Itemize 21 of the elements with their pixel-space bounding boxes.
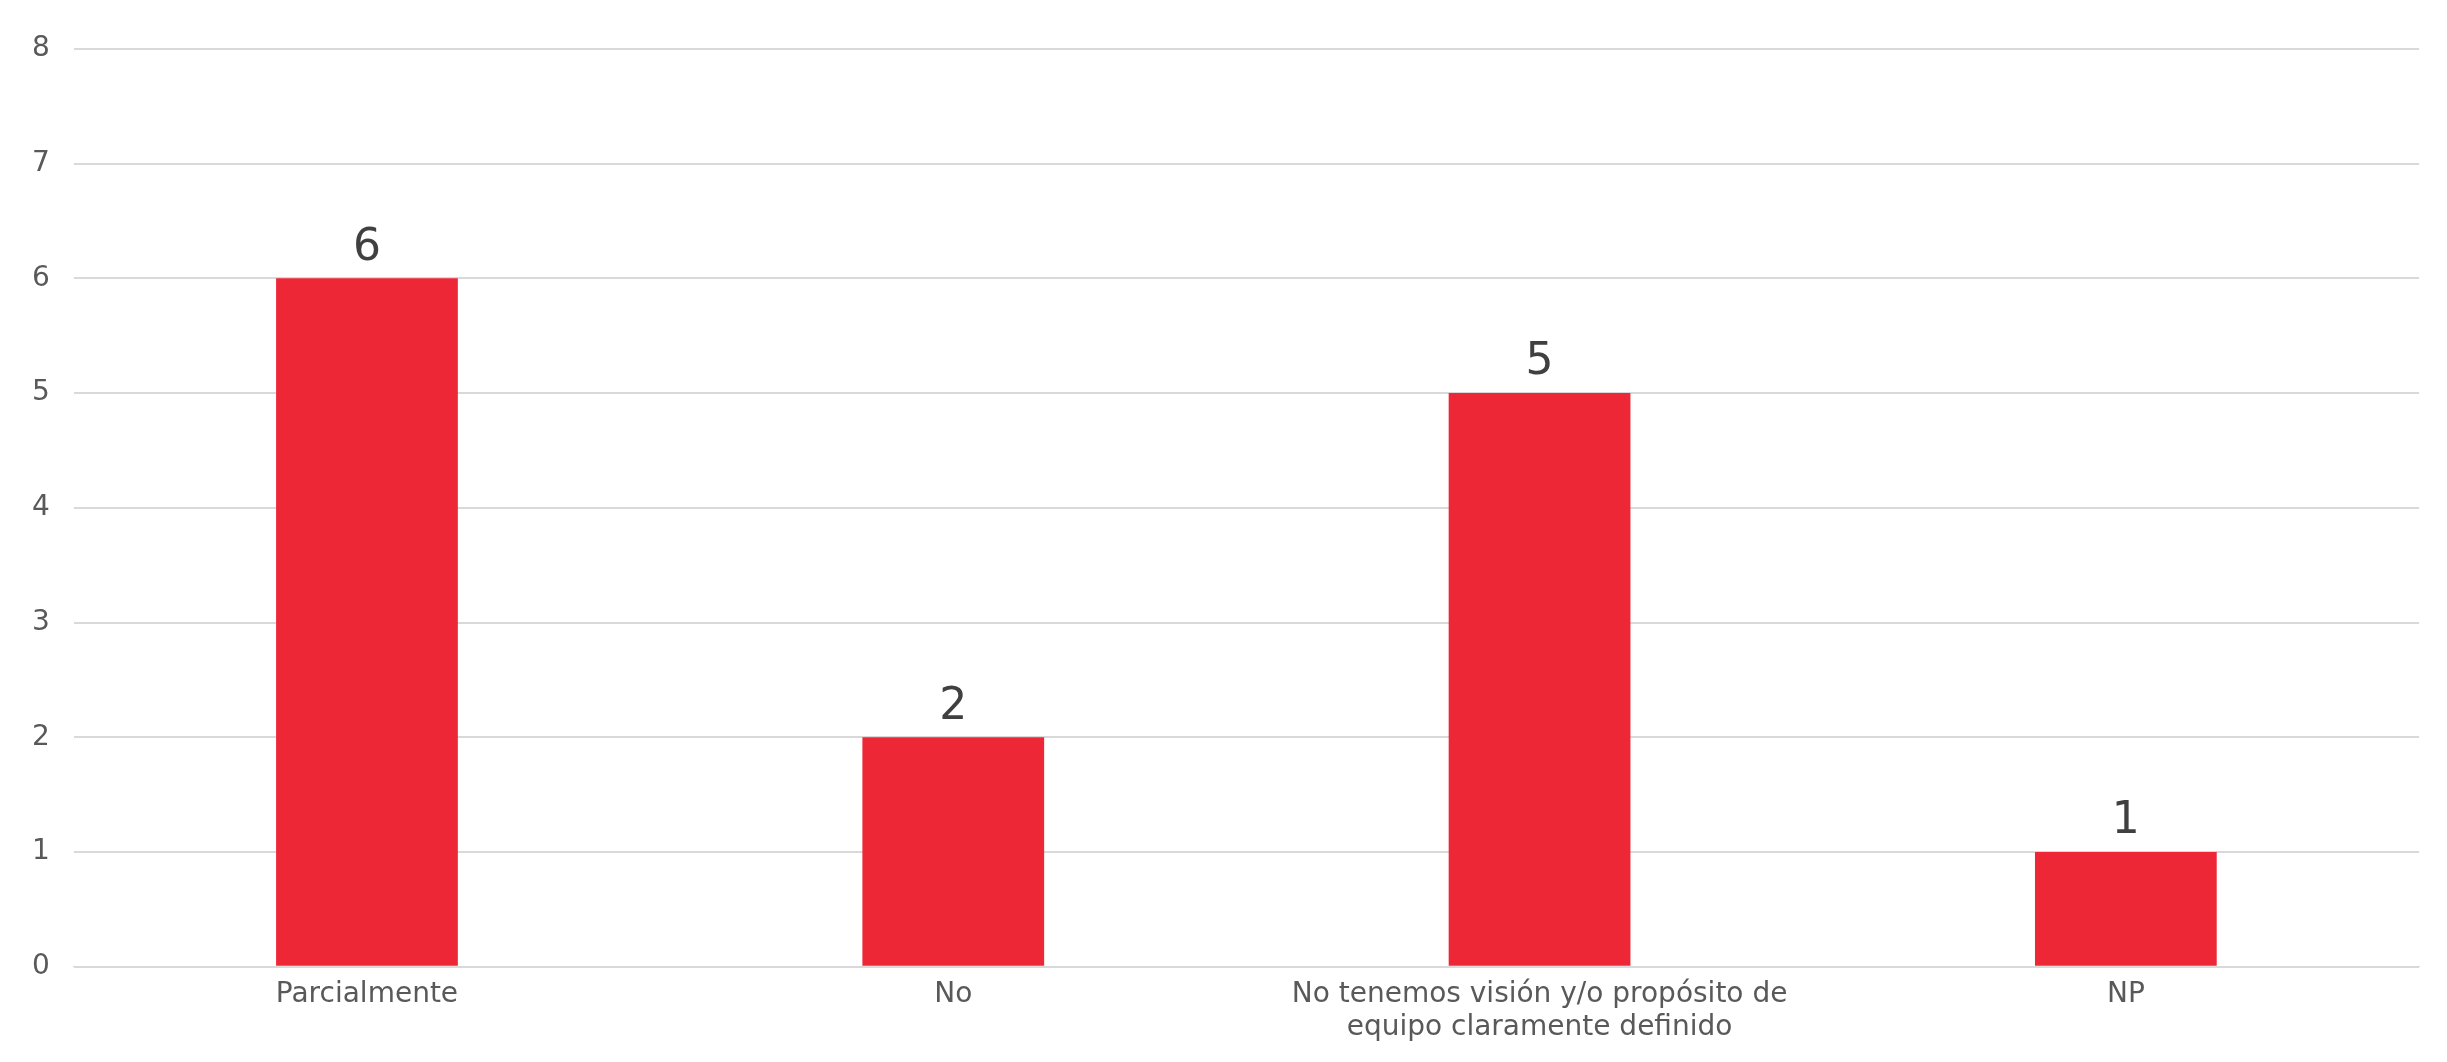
y-tick-label: 5 bbox=[31, 374, 50, 408]
x-tick-label: NP bbox=[2106, 975, 2145, 1009]
data-label: 5 bbox=[1525, 333, 1554, 385]
x-tick-label: Parcialmente bbox=[275, 975, 459, 1009]
y-tick-label: 1 bbox=[31, 833, 50, 867]
y-tick-label: 4 bbox=[31, 489, 50, 523]
bar bbox=[862, 737, 1045, 966]
bar bbox=[276, 278, 458, 966]
y-tick-label: 0 bbox=[31, 948, 50, 982]
x-tick-label: No bbox=[934, 975, 973, 1009]
bar bbox=[1448, 393, 1631, 966]
x-tick-label: No tenemos visión y/o propósito de equipo claramente definido bbox=[1291, 975, 1788, 1043]
data-label: 6 bbox=[352, 218, 381, 270]
y-tick-label: 3 bbox=[31, 603, 50, 637]
data-label: 2 bbox=[939, 677, 968, 729]
y-tick-label: 2 bbox=[31, 718, 50, 752]
data-label: 1 bbox=[2111, 792, 2140, 844]
y-tick-label: 8 bbox=[31, 30, 50, 64]
bar bbox=[2034, 852, 2217, 966]
y-tick-label: 7 bbox=[31, 144, 50, 178]
y-tick-label: 6 bbox=[31, 259, 50, 293]
